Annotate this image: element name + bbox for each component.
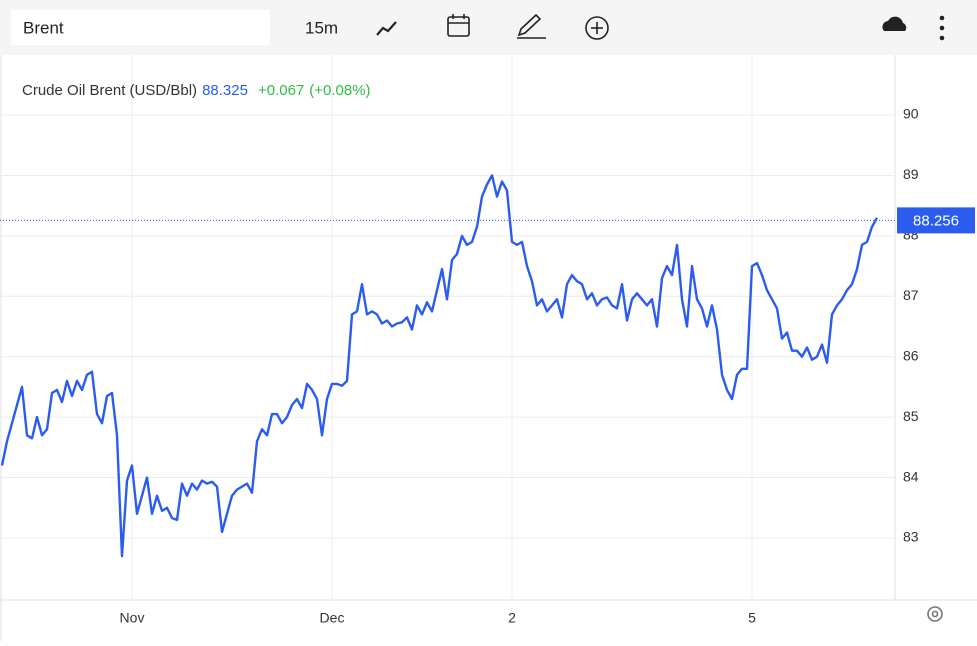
y-tick-label: 84 — [903, 468, 919, 484]
draw-icon[interactable] — [517, 13, 546, 39]
symbol-input[interactable] — [11, 10, 270, 45]
x-tick-label: 5 — [748, 610, 756, 626]
x-tick-label: Nov — [120, 610, 145, 626]
chart-type-icon[interactable] — [376, 21, 397, 36]
y-tick-label: 86 — [903, 347, 919, 363]
y-tick-label: 83 — [903, 529, 919, 545]
y-tick-label: 85 — [903, 408, 919, 424]
menu-icon[interactable] — [939, 15, 945, 41]
legend-title: Crude Oil Brent (USD/Bbl) — [22, 82, 197, 99]
y-tick-label: 89 — [903, 166, 919, 182]
y-tick-label: 87 — [903, 287, 919, 303]
price-line — [0, 174, 879, 558]
interval[interactable]: 15m — [305, 18, 338, 37]
legend-change: +0.067 — [258, 82, 304, 99]
symbol: Brent — [23, 18, 64, 37]
x-tick-label: 2 — [508, 610, 516, 626]
current-price-label: 88.256 — [913, 212, 959, 229]
legend-last: 88.325 — [202, 82, 248, 99]
legend-change-pct: (+0.08%) — [309, 82, 370, 99]
calendar-icon[interactable] — [447, 14, 470, 37]
settings-icon[interactable] — [927, 606, 943, 622]
y-tick-label: 90 — [903, 106, 919, 122]
x-tick-label: Dec — [320, 610, 345, 626]
add-icon[interactable] — [585, 16, 609, 40]
download-icon[interactable] — [882, 16, 907, 31]
current-price-box — [897, 207, 975, 234]
